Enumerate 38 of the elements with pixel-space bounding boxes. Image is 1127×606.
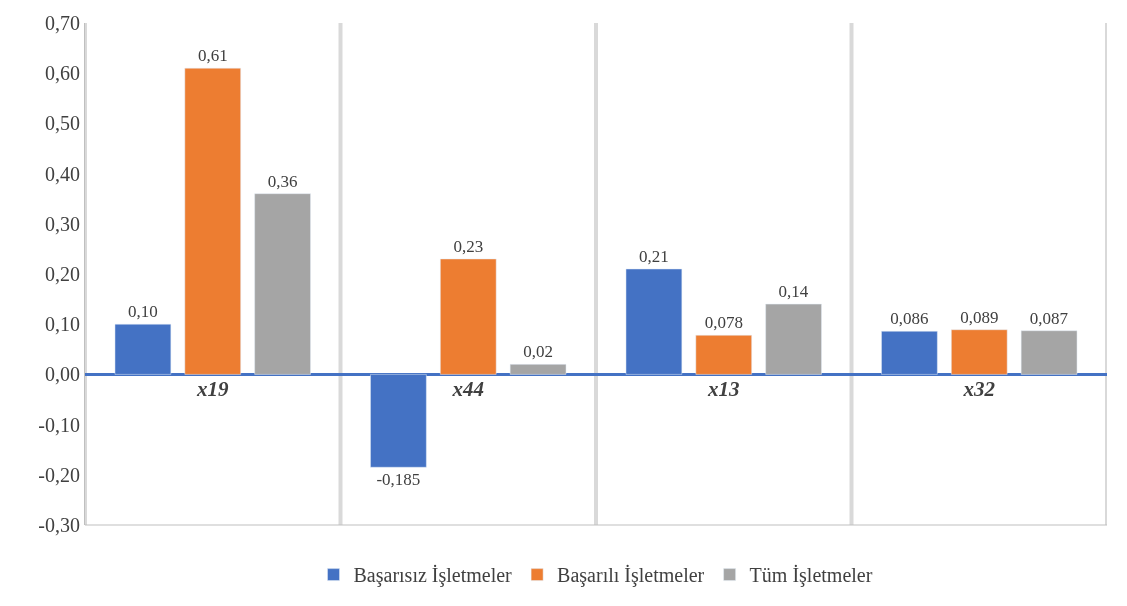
x-tick-label: x44 [451,377,484,402]
x-tick-label: x13 [707,377,740,402]
x-tick-label: x32 [962,377,996,402]
bar [254,193,311,375]
data-label: 0,10 [128,302,158,322]
y-tick-label: 0,50 [45,112,80,135]
bar [695,334,752,375]
bar [1020,330,1078,375]
x-tick-label: x19 [196,377,229,402]
data-label: 0,087 [1029,308,1069,328]
bar [951,329,1008,375]
legend-label: Başarısız İşletmeler [353,564,513,588]
bar [440,258,497,375]
y-tick-label: -0,10 [38,413,80,436]
y-tick-label: 0,60 [45,62,80,85]
y-tick-label: -0,30 [38,514,80,536]
data-label: 0,086 [890,309,929,329]
data-label: 0,14 [778,282,809,302]
y-tick-label: 0,70 [45,12,80,34]
data-label: 0,089 [960,307,999,327]
bar [765,303,822,375]
data-label: 0,23 [453,236,484,256]
legend-label: Tüm İşletmeler [749,564,873,588]
y-tick-label: 0,30 [45,212,80,235]
data-label: 0,21 [639,246,669,266]
y-tick-label: 0,20 [45,263,80,285]
legend-label: Başarılı İşletmeler [557,564,705,588]
data-label: 0,02 [523,342,553,362]
data-label: 0,36 [267,171,298,191]
bar [509,364,567,375]
data-label: -0,185 [376,470,421,490]
data-label: 0,61 [197,46,228,66]
y-tick-label: -0,20 [38,463,80,486]
y-tick-label: 0,00 [45,363,80,386]
y-tick-label: 0,10 [45,313,80,336]
data-label: 0,078 [704,313,743,333]
bar [184,67,241,375]
y-tick-label: 0,40 [45,162,80,185]
